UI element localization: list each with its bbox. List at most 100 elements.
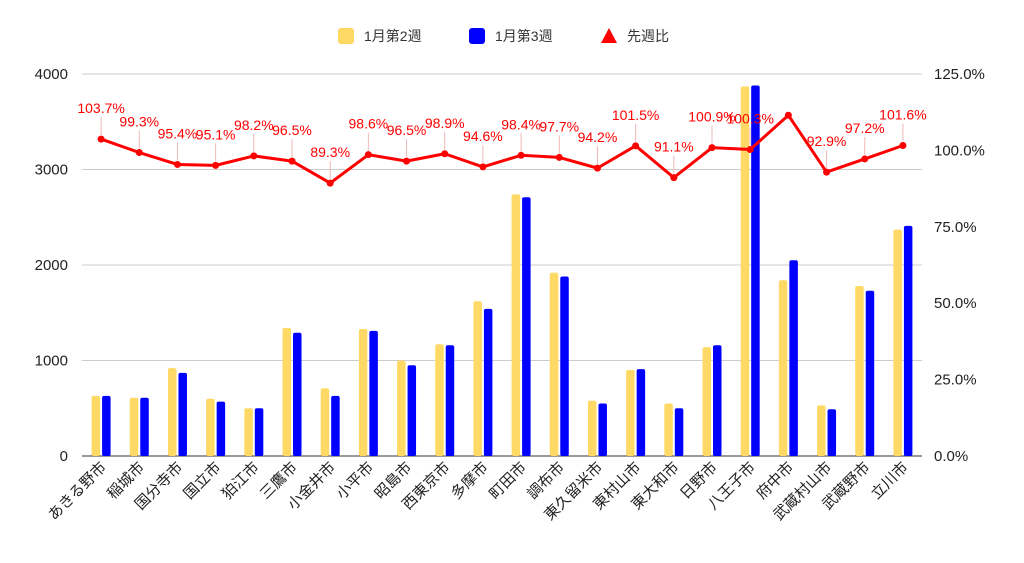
- left-tick-label: 3000: [35, 162, 68, 179]
- bar-week2: [702, 347, 711, 456]
- bar-week2: [244, 408, 253, 456]
- legend-label: 1月第2週: [364, 28, 422, 44]
- ratio-point: [593, 164, 601, 172]
- left-tick-label: 2000: [35, 257, 68, 274]
- bar-week3: [254, 408, 264, 456]
- bar-week3: [445, 345, 455, 456]
- bar-week3: [674, 408, 684, 456]
- ratio-data-label: 97.7%: [539, 118, 579, 134]
- ratio-data-label: 94.2%: [578, 129, 618, 145]
- ratio-data-label: 101.5%: [612, 107, 659, 123]
- bar-week2: [626, 370, 635, 456]
- ratio-data-label: 100.3%: [726, 110, 773, 126]
- ratio-data-label: 100.9%: [688, 109, 735, 125]
- left-tick-label: 4000: [35, 66, 68, 83]
- ratio-point: [861, 155, 869, 163]
- bar-week2: [587, 400, 597, 456]
- bar-week2: [167, 368, 177, 456]
- ratio-point: [899, 142, 907, 150]
- bar-week3: [522, 197, 531, 456]
- ratio-point: [708, 144, 716, 152]
- ratio-point: [479, 163, 487, 171]
- ratio-data-label: 96.5%: [272, 122, 312, 138]
- ratio-data-label: 99.3%: [119, 114, 159, 130]
- data-labels: 103.7%99.3%95.4%95.1%98.2%96.5%89.3%98.6…: [77, 100, 927, 180]
- ratio-data-label: 98.9%: [425, 115, 465, 131]
- category-label: 小平市: [333, 458, 378, 503]
- bar-week3: [216, 401, 226, 456]
- right-tick-label: 100.0%: [934, 142, 985, 159]
- right-tick-label: 25.0%: [934, 372, 977, 389]
- ratio-point: [784, 111, 792, 119]
- legend-triangle-icon: [601, 28, 617, 43]
- ratio-point: [212, 161, 220, 169]
- ratio-data-label: 92.9%: [807, 133, 847, 149]
- right-tick-label: 75.0%: [934, 219, 977, 236]
- ratio-point: [823, 168, 831, 176]
- ratio-data-label: 94.6%: [463, 128, 503, 144]
- ratio-point: [517, 151, 525, 159]
- ratio-data-label: 91.1%: [654, 139, 694, 155]
- right-tick-label: 0.0%: [934, 448, 968, 465]
- bar-week2: [855, 286, 864, 456]
- legend: 1月第2週 1月第3週 先週比: [338, 28, 669, 44]
- category-label: 町田市: [485, 458, 530, 503]
- legend-label: 1月第3週: [495, 28, 553, 44]
- ratio-point: [403, 157, 411, 165]
- category-label: 多摩市: [447, 458, 492, 503]
- bar-week2: [549, 272, 559, 456]
- bar-week2: [358, 328, 368, 456]
- bar-week2: [397, 360, 406, 456]
- left-y-axis: 0 1000 2000 3000 4000: [35, 66, 68, 465]
- bars: [91, 85, 913, 457]
- legend-swatch: [338, 28, 354, 44]
- bar-week2: [282, 328, 291, 456]
- ratio-data-label: 89.3%: [310, 144, 350, 160]
- bar-week2: [893, 229, 902, 456]
- ratio-data-label: 98.2%: [234, 117, 274, 133]
- ratio-data-label: 95.1%: [196, 126, 236, 142]
- ratio-point: [364, 151, 372, 159]
- bar-week3: [560, 276, 569, 456]
- category-label: あきる野市: [44, 458, 110, 524]
- ratio-data-label: 96.5%: [387, 122, 427, 138]
- bar-week3: [369, 330, 378, 456]
- bar-week2: [129, 397, 139, 456]
- bar-week3: [789, 260, 798, 456]
- bar-week2: [511, 194, 521, 456]
- ratio-point: [288, 157, 296, 165]
- ratio-point: [97, 135, 105, 143]
- ratio-data-label: 101.6%: [879, 107, 926, 123]
- bar-week2: [817, 405, 826, 456]
- bar-week3: [636, 369, 646, 456]
- left-tick-label: 0: [60, 448, 68, 465]
- ratio-point: [173, 160, 181, 168]
- legend-swatch: [469, 28, 485, 44]
- bar-week3: [865, 290, 875, 456]
- category-label: 国立市: [180, 458, 225, 503]
- legend-label: 先週比: [627, 28, 669, 44]
- bar-week2: [740, 86, 750, 456]
- category-label: 立川市: [867, 458, 912, 503]
- bar-week3: [483, 308, 493, 456]
- bar-week3: [178, 372, 187, 456]
- ratio-point: [326, 179, 334, 187]
- ratio-point: [632, 142, 640, 150]
- ratio-data-label: 95.4%: [158, 125, 198, 141]
- right-tick-label: 50.0%: [934, 295, 977, 312]
- bar-week3: [293, 332, 302, 456]
- ratio-line-path: [100, 113, 904, 185]
- bar-week2: [435, 344, 444, 456]
- category-label: 狛江市: [218, 458, 263, 503]
- bar-week2: [91, 395, 101, 456]
- bar-week3: [140, 397, 149, 456]
- right-tick-label: 125.0%: [934, 66, 985, 83]
- ratio-point: [746, 145, 754, 153]
- ratio-data-label: 98.6%: [349, 116, 389, 132]
- left-tick-label: 1000: [35, 353, 68, 370]
- bar-week3: [903, 225, 913, 456]
- bar-week2: [473, 301, 482, 456]
- bar-week2: [778, 280, 788, 456]
